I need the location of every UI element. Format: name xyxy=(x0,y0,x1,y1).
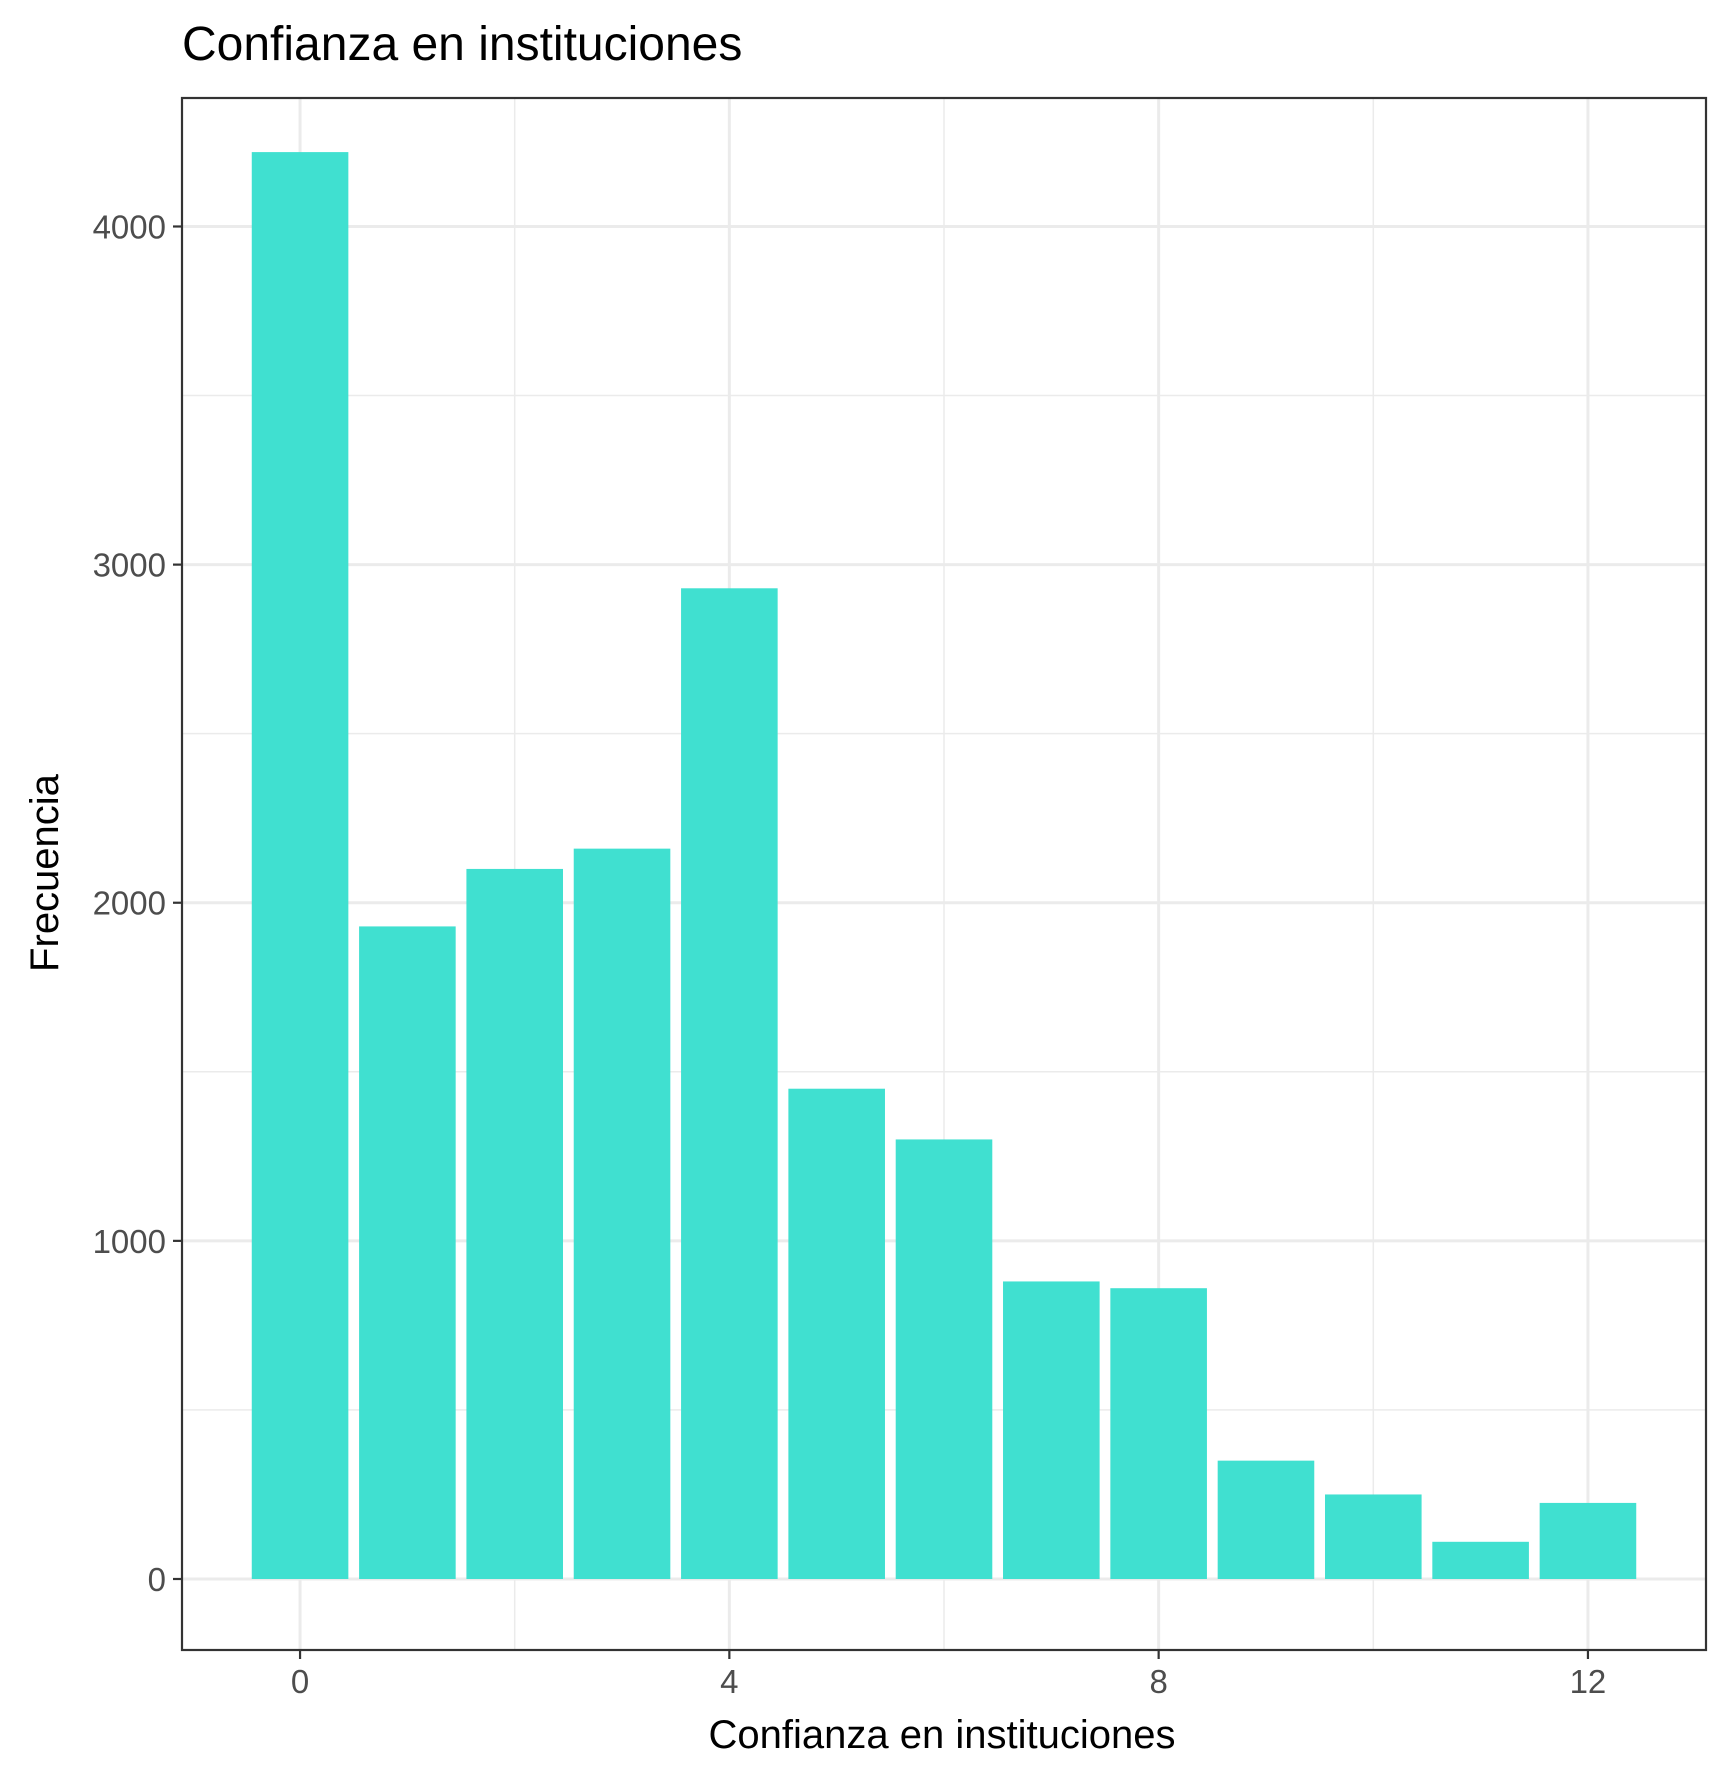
bar xyxy=(251,152,349,1579)
x-tick-label: 4 xyxy=(720,1663,738,1700)
y-axis-label: Frecuencia xyxy=(23,773,67,972)
bar xyxy=(1432,1541,1529,1579)
bar xyxy=(1003,1281,1100,1579)
bar xyxy=(788,1088,885,1579)
bar xyxy=(1325,1494,1422,1579)
y-tick-label: 4000 xyxy=(93,208,166,245)
y-tick-label: 1000 xyxy=(93,1223,166,1260)
y-tick-label: 2000 xyxy=(93,885,166,922)
y-tick-label: 3000 xyxy=(93,547,166,584)
bar xyxy=(895,1139,993,1579)
bar xyxy=(681,588,778,1579)
panel-border xyxy=(180,96,1708,1652)
x-tick-label: 8 xyxy=(1149,1663,1167,1700)
x-tick-label: 0 xyxy=(291,1663,309,1700)
bar xyxy=(359,926,456,1579)
bar xyxy=(573,848,671,1579)
chart-title: Confianza en instituciones xyxy=(182,18,742,71)
bar xyxy=(1539,1502,1637,1579)
x-axis-label: Confianza en instituciones xyxy=(709,1713,1176,1757)
y-tick-label: 0 xyxy=(148,1561,166,1598)
bar xyxy=(1217,1460,1315,1579)
bar xyxy=(466,868,563,1579)
plot-area: 0 4 8 12 0 1000 2000 3000 4000 xyxy=(93,96,1708,1700)
x-tick-label: 12 xyxy=(1570,1663,1607,1700)
bar xyxy=(1110,1288,1207,1579)
